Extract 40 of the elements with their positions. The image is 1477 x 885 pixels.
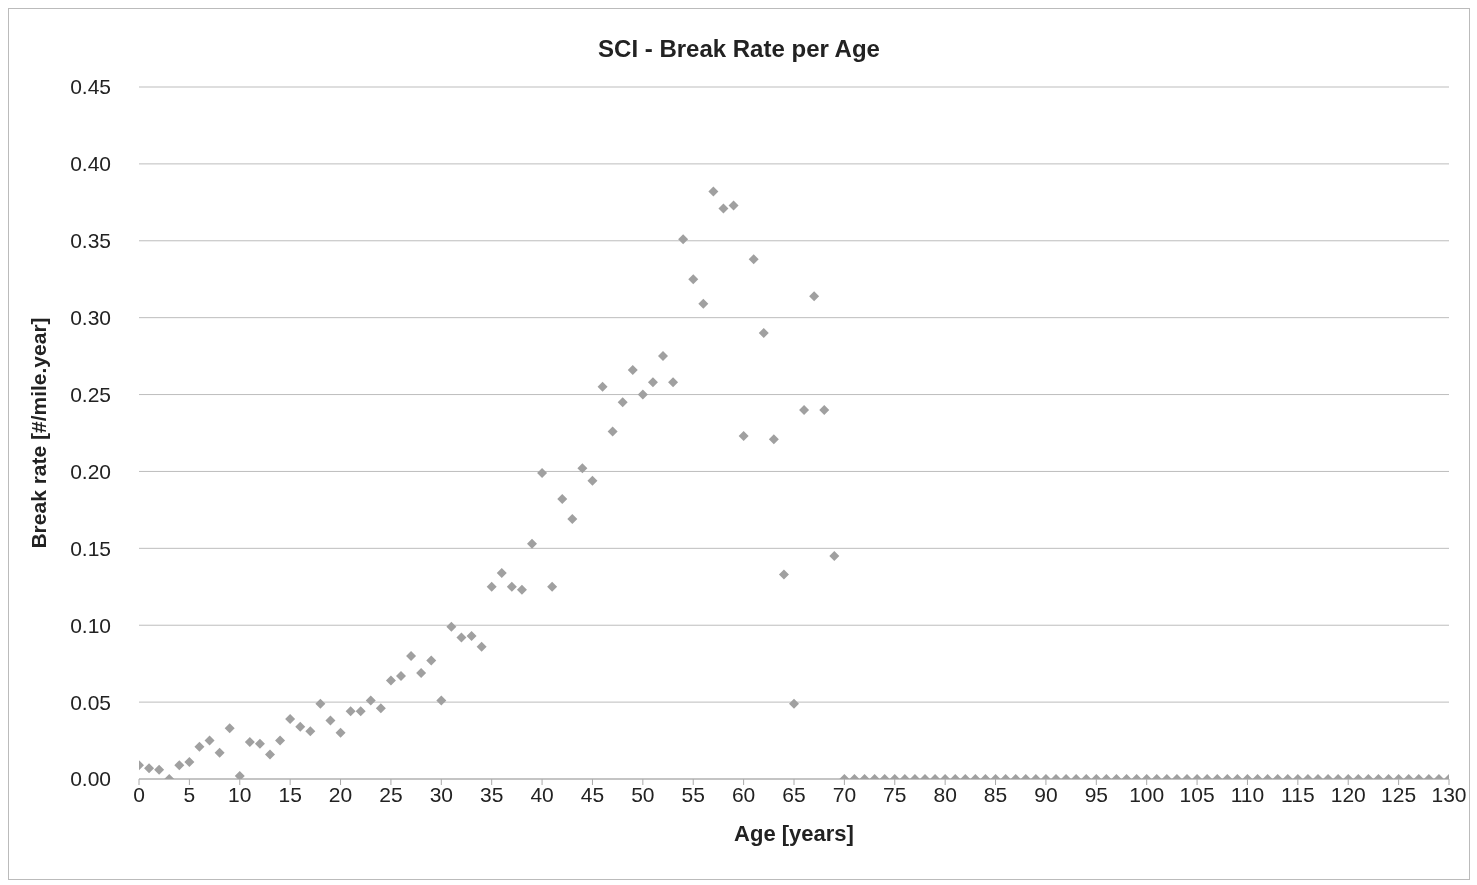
x-tick-label: 30 (429, 782, 453, 806)
x-tick-label: 15 (278, 782, 302, 806)
y-tick-label: 0.00 (70, 767, 111, 791)
y-tick-label: 0.10 (70, 613, 111, 637)
x-tick-label: 120 (1330, 782, 1366, 806)
x-tick-label: 45 (580, 782, 605, 806)
x-tick-label: 85 (983, 782, 1008, 806)
chart-title: SCI - Break Rate per Age (597, 35, 881, 63)
y-axis-title: Break rate [#/mile.year] (27, 317, 51, 549)
x-tick-label: 95 (1084, 782, 1108, 806)
x-tick-label: 100 (1129, 782, 1165, 806)
x-tick-label: 5 (183, 782, 196, 806)
x-tick-label: 55 (681, 782, 705, 806)
x-tick-label: 40 (530, 782, 554, 806)
y-tick-label: 0.15 (70, 536, 111, 560)
y-tick-label: 0.45 (70, 75, 111, 99)
x-tick-label: 10 (228, 782, 252, 806)
x-tick-label: 125 (1381, 782, 1417, 806)
y-tick-label: 0.30 (70, 306, 111, 330)
x-tick-label: 20 (328, 782, 353, 806)
y-tick-label: 0.35 (70, 229, 111, 253)
x-axis-title: Age [years] (734, 821, 854, 846)
x-tick-label: 75 (883, 782, 907, 806)
x-tick-label: 50 (631, 782, 655, 806)
x-tick-label: 60 (731, 782, 756, 806)
x-tick-label: 70 (832, 782, 857, 806)
x-tick-label: 35 (480, 782, 504, 806)
x-tick-label: 25 (379, 782, 403, 806)
x-tick-label: 105 (1179, 782, 1215, 806)
x-tick-label: 65 (782, 782, 806, 806)
y-tick-label: 0.25 (70, 383, 111, 407)
y-tick-label: 0.05 (70, 690, 111, 714)
y-tick-label: 0.40 (70, 152, 111, 176)
y-tick-label: 0.20 (70, 459, 111, 483)
x-tick-label: 110 (1230, 782, 1265, 806)
x-tick-label: 80 (933, 782, 957, 806)
x-tick-label: 0 (133, 782, 145, 806)
x-tick-label: 90 (1034, 782, 1058, 806)
x-tick-label: 130 (1431, 782, 1467, 806)
x-tick-label: 115 (1281, 782, 1315, 806)
